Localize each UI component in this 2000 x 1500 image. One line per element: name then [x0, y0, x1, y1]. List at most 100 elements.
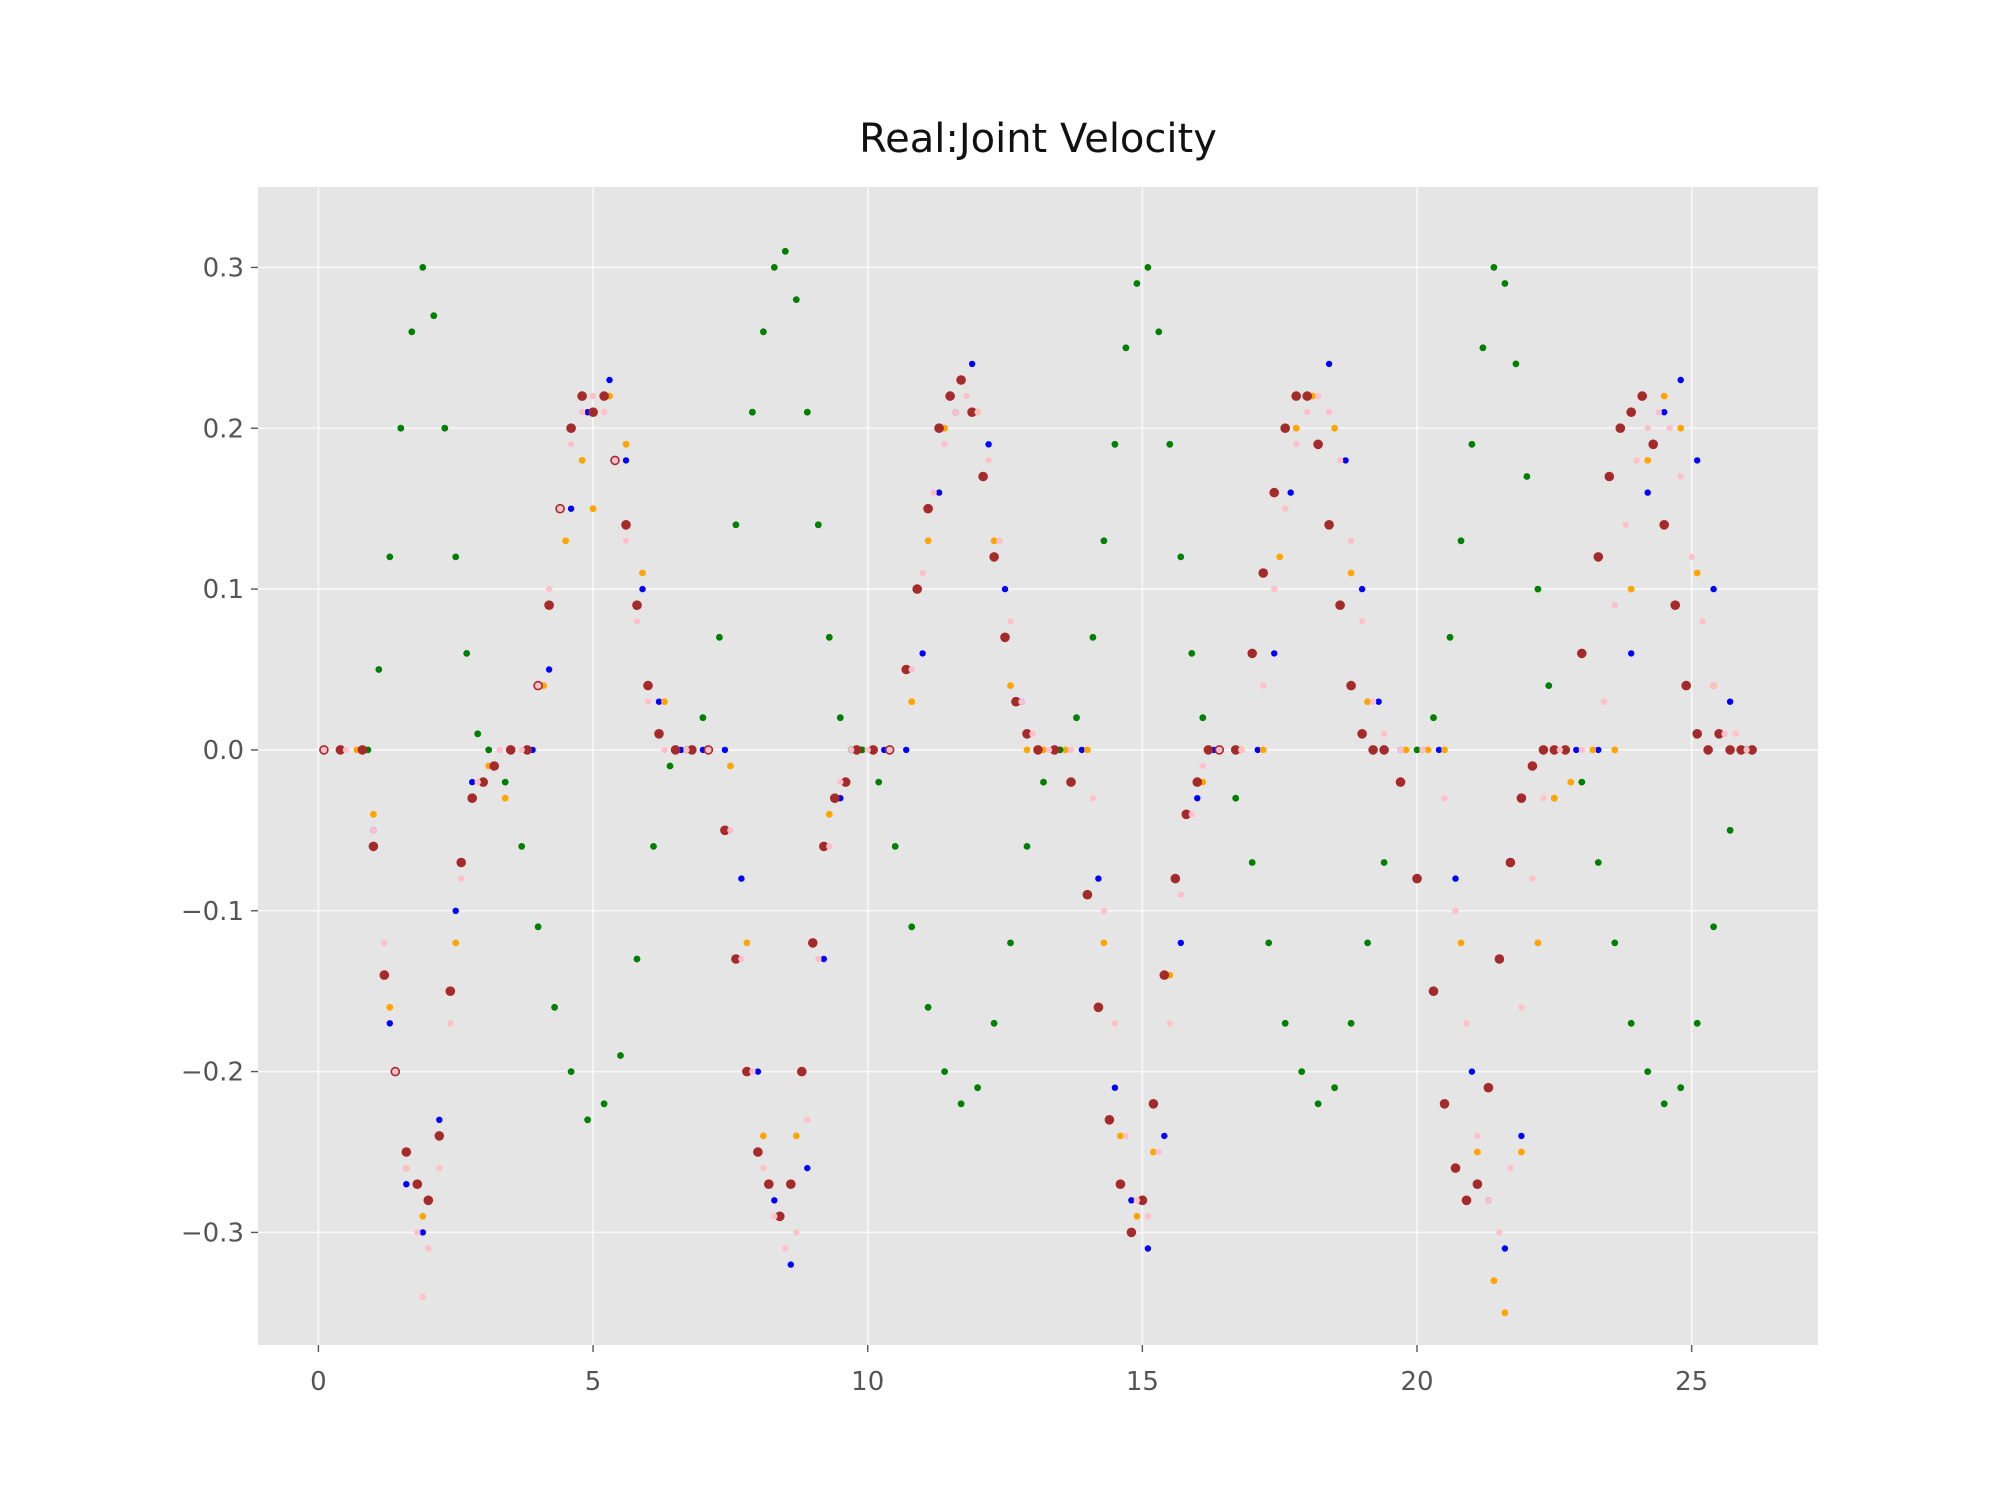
data-point	[738, 955, 745, 963]
data-point	[1313, 439, 1323, 450]
data-point	[1747, 745, 1757, 755]
data-point	[1177, 939, 1185, 947]
data-point	[621, 520, 631, 530]
data-point	[1177, 891, 1185, 898]
data-point	[1710, 585, 1717, 593]
data-point	[419, 1293, 426, 1301]
data-point	[1402, 746, 1410, 754]
data-point	[1335, 600, 1345, 610]
data-point	[985, 457, 992, 464]
data-point	[1595, 746, 1602, 754]
data-point	[1516, 793, 1527, 803]
data-point	[1126, 1227, 1137, 1238]
data-point	[1170, 873, 1181, 884]
data-point	[661, 746, 668, 754]
data-point	[1133, 1197, 1141, 1204]
data-point	[414, 1229, 421, 1236]
data-point	[463, 650, 471, 657]
data-point	[956, 375, 966, 385]
data-point	[1534, 585, 1542, 593]
data-point	[1166, 440, 1174, 448]
data-point	[1714, 729, 1724, 739]
data-point	[1593, 552, 1604, 562]
data-point	[1203, 745, 1214, 755]
data-point	[1282, 505, 1289, 512]
data-point	[742, 1066, 752, 1077]
data-point	[1265, 939, 1273, 947]
data-point	[825, 810, 833, 818]
data-point	[1507, 1164, 1514, 1172]
data-point	[1269, 487, 1279, 498]
data-point	[901, 664, 911, 675]
data-point	[1022, 729, 1032, 739]
data-point	[1428, 986, 1439, 996]
data-point	[1287, 489, 1294, 496]
data-point	[1304, 409, 1311, 416]
data-point	[1677, 1084, 1685, 1092]
data-point	[908, 923, 916, 931]
data-point	[1412, 873, 1422, 884]
data-point	[1346, 680, 1356, 691]
data-point	[518, 843, 526, 850]
data-point	[974, 1084, 981, 1092]
data-point	[1604, 471, 1615, 482]
data-point	[654, 729, 664, 739]
data-point	[1538, 745, 1549, 755]
data-point	[1082, 889, 1093, 900]
data-point	[1188, 811, 1196, 818]
data-point	[1518, 1148, 1525, 1156]
y-tick-label: −0.3	[181, 1218, 244, 1248]
data-point	[1100, 939, 1108, 947]
data-point	[633, 955, 641, 963]
data-point	[793, 1229, 800, 1236]
data-point	[1122, 1132, 1130, 1140]
data-point	[732, 521, 740, 529]
data-point	[837, 778, 844, 786]
data-point	[661, 698, 668, 706]
data-point	[1199, 714, 1207, 722]
data-point	[815, 955, 822, 963]
data-point	[1281, 1019, 1289, 1027]
data-point	[386, 1020, 393, 1027]
data-series	[319, 247, 1757, 1317]
data-point	[639, 569, 646, 577]
data-point	[1430, 714, 1437, 722]
data-point	[1699, 618, 1706, 625]
data-point	[1594, 859, 1602, 866]
data-point	[436, 1116, 443, 1124]
data-point	[851, 745, 862, 755]
data-point	[370, 810, 377, 818]
data-point	[622, 440, 630, 448]
data-point	[1694, 457, 1701, 464]
data-point	[430, 312, 438, 320]
data-point	[804, 1116, 811, 1124]
data-point	[771, 1213, 778, 1220]
data-point	[1479, 344, 1487, 352]
data-point	[687, 745, 697, 755]
data-point	[441, 424, 449, 432]
data-point	[923, 503, 933, 514]
data-point	[588, 407, 598, 418]
data-point	[401, 1147, 412, 1157]
data-point	[617, 1052, 624, 1059]
data-point	[760, 1164, 767, 1172]
data-point	[1336, 457, 1344, 464]
data-point	[1545, 682, 1553, 689]
data-point	[1622, 521, 1629, 528]
data-point	[1331, 424, 1338, 432]
data-point	[600, 409, 608, 416]
data-point	[1457, 939, 1465, 947]
data-point	[566, 423, 576, 434]
data-point	[919, 569, 926, 577]
data-point	[1435, 746, 1443, 754]
data-point	[1397, 746, 1404, 754]
data-point	[1259, 746, 1267, 754]
data-point	[545, 666, 553, 673]
data-point	[1188, 650, 1196, 657]
data-point	[825, 633, 833, 641]
data-point	[1710, 682, 1717, 689]
data-point	[1066, 777, 1076, 787]
data-point	[738, 875, 745, 882]
data-point	[589, 392, 597, 400]
data-point	[1452, 875, 1459, 882]
